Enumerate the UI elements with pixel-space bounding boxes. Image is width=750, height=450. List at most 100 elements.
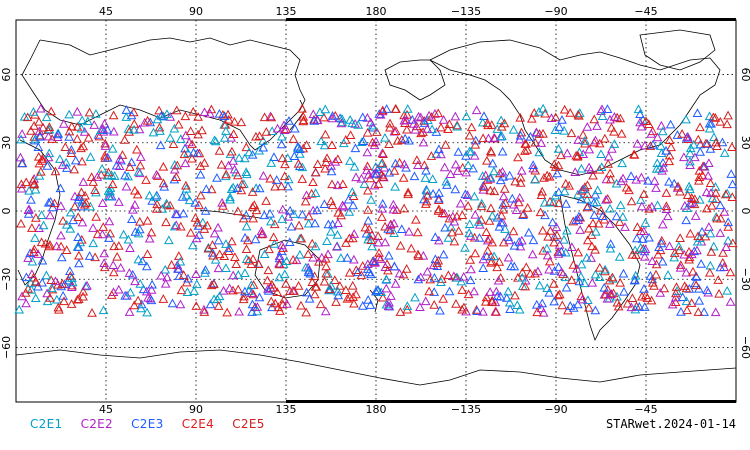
observation-triangle [695,233,705,242]
observation-triangle [673,181,683,191]
observation-triangle [486,120,497,129]
observation-triangle [348,200,358,210]
observation-triangle [412,155,422,164]
observation-triangle [574,108,585,117]
observation-triangle [333,154,343,164]
observation-triangle [450,111,461,121]
observation-triangle [377,198,388,208]
observation-triangle [538,103,548,113]
observation-triangle [219,133,230,142]
observation-triangle [507,193,518,203]
observation-triangle [386,291,396,300]
observation-triangle [589,210,600,219]
observation-triangle [27,223,37,232]
observation-triangle [44,124,55,134]
observation-triangle [534,147,545,157]
observation-triangle [76,143,86,153]
observation-triangle [570,167,581,177]
observation-triangle [221,239,231,248]
observation-triangle [592,121,602,130]
observation-triangle [500,198,511,207]
observation-triangle [277,204,288,214]
observation-triangle [40,238,51,248]
observation-triangle [125,287,136,297]
observation-triangle [14,304,25,314]
right-latitude-labels: 60 30 0 −30 −60 [739,68,750,359]
observation-triangle [286,221,297,231]
observation-triangle [129,124,139,134]
observation-triangle [632,222,643,231]
observation-triangle [238,213,249,223]
observation-triangle [44,241,55,251]
observation-triangle [193,129,203,139]
observation-triangle [390,158,401,168]
observation-triangle [578,129,588,139]
observation-triangle [597,211,608,220]
observation-triangle [121,112,132,121]
observation-triangle [390,279,401,288]
observation-triangle [688,139,699,149]
observation-triangle [248,213,259,223]
observation-triangle [267,279,277,289]
observation-triangle [373,237,384,247]
observation-triangle [590,305,601,315]
observation-triangle [451,299,461,308]
observation-triangle [351,172,361,182]
top-longitude-labels: 45 90 135 180 −135 −90 −45 [99,5,658,18]
observation-triangle [422,186,432,195]
observation-triangle [173,119,184,129]
observation-triangle [320,129,331,139]
observation-triangle [28,107,39,116]
observation-triangle [630,270,641,280]
observation-triangle [722,119,732,129]
observation-triangle [498,199,508,209]
observation-triangle [338,201,349,211]
observation-triangle [51,241,62,251]
observation-triangle [520,146,530,155]
observation-triangle [74,192,84,201]
observation-triangle [247,307,257,316]
observation-triangle [37,255,48,265]
observation-triangle [552,230,562,240]
observation-triangle [221,126,231,135]
observation-triangle [497,131,507,141]
observation-triangle [602,104,613,113]
observation-triangle [146,285,157,294]
observation-triangle [307,238,318,248]
observation-triangle [364,267,374,277]
observation-triangle [444,286,455,296]
observation-triangle [706,247,717,256]
observation-triangle [157,204,168,213]
lon-tick-label-bottom: −45 [634,403,657,416]
observation-triangle [469,191,480,201]
observation-triangle [277,214,287,223]
observation-triangle [437,274,447,283]
observation-triangle [443,270,454,280]
observation-triangle [142,115,153,125]
observation-triangle [399,159,410,169]
observation-triangle [294,220,304,230]
observation-triangle [388,204,399,214]
observation-triangle [419,116,430,125]
observation-triangle [562,225,572,235]
observation-triangle [347,280,358,290]
observation-triangle [549,232,560,241]
observation-triangle [24,185,34,195]
observation-triangle [209,279,219,289]
observation-triangle [172,160,183,170]
observation-triangle [90,252,100,262]
observation-triangle [549,296,560,306]
observation-triangle [694,194,705,204]
observation-triangle [525,131,536,141]
observation-triangle [662,211,673,221]
observation-triangle [481,292,492,302]
observation-triangle [132,144,142,154]
observation-triangle [466,122,477,132]
observation-triangle [279,120,289,130]
lon-tick-label-top: 180 [366,5,387,18]
observation-triangle [152,203,162,213]
observation-triangle [162,109,172,118]
observation-triangle [535,207,546,217]
observation-triangle [350,143,361,153]
observation-triangle [413,111,424,121]
